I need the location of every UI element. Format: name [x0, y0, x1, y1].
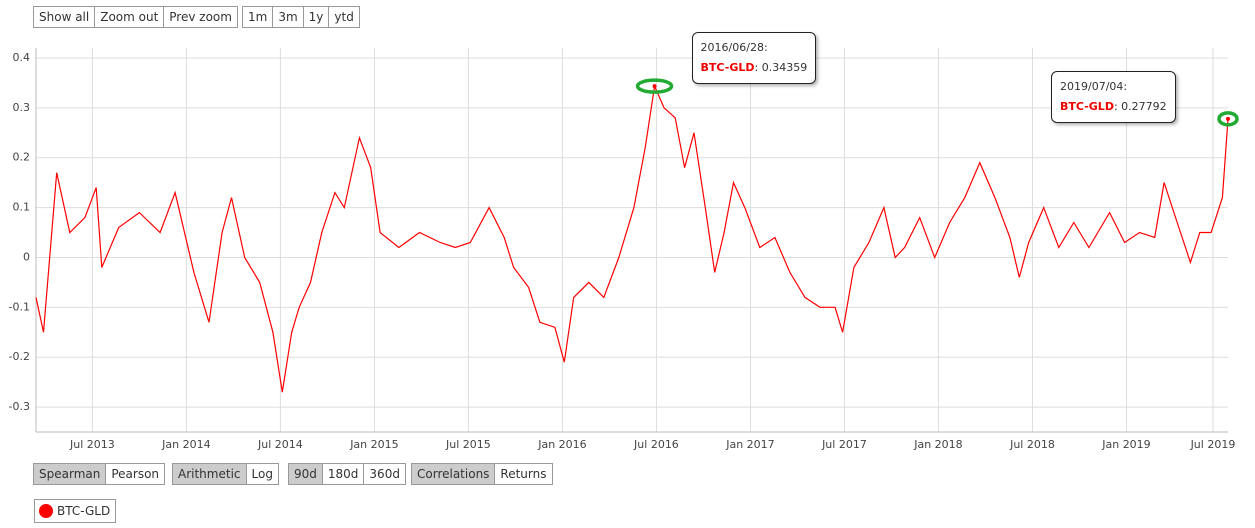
- point: [652, 84, 657, 89]
- button-group: 1m 3m 1y ytd: [242, 6, 360, 28]
- y-tick-label: 0.3: [13, 101, 31, 114]
- toggle-button[interactable]: 180d: [321, 463, 365, 485]
- legend-label: BTC-GLD: [57, 504, 111, 518]
- tooltip-date: 2016/06/28:: [700, 41, 768, 55]
- series-line: [35, 83, 1229, 393]
- y-tick-label: 0.2: [13, 151, 31, 164]
- button[interactable]: Zoom out: [94, 6, 165, 28]
- x-tick-label: Jul 2013: [69, 438, 115, 451]
- button[interactable]: ytd: [328, 6, 360, 28]
- x-tick-label: Jan 2018: [913, 438, 962, 451]
- tooltip-row: BTC-GLD0.34359: [701, 58, 808, 78]
- toggle-button[interactable]: 360d: [363, 463, 406, 485]
- tooltip-value: 0.27792: [1114, 100, 1167, 113]
- highlight-marker: [1217, 111, 1239, 127]
- toggle-button[interactable]: Pearson: [105, 463, 166, 485]
- x-tick-label: Jul 2019: [1190, 438, 1236, 451]
- button[interactable]: Prev zoom: [163, 6, 238, 28]
- highlight-marker: [635, 78, 674, 94]
- x-tick-label: Jan 2016: [537, 438, 586, 451]
- button[interactable]: 1m: [242, 6, 274, 28]
- y-tick-label: 0.4: [13, 51, 31, 64]
- tooltip-value: 0.34359: [755, 61, 808, 74]
- x-tick-label: Jul 2018: [1009, 438, 1055, 451]
- toggle-button[interactable]: Spearman: [33, 463, 107, 485]
- point: [1226, 116, 1230, 121]
- tooltip: 2016/06/28: BTC-GLD0.34359: [691, 32, 817, 85]
- toggle-button[interactable]: Correlations: [411, 463, 496, 485]
- button-group: Arithmetic Log: [172, 463, 279, 485]
- legend-dot: [39, 504, 53, 518]
- y-tick-label: -0.3: [9, 400, 30, 413]
- x-tick-label: Jan 2014: [161, 438, 210, 451]
- toggle-button[interactable]: 90d: [288, 463, 323, 485]
- toggle-button[interactable]: Arithmetic: [172, 463, 247, 485]
- tooltip-series: BTC-GLD: [700, 61, 755, 75]
- button-group: Correlations Returns: [411, 463, 553, 485]
- x-tick-label: Jul 2017: [821, 438, 867, 451]
- x-tick-label: Jul 2015: [445, 438, 491, 451]
- y-tick-label: 0.1: [13, 201, 31, 214]
- x-tick-label: Jan 2015: [349, 438, 398, 451]
- button[interactable]: 3m: [272, 6, 304, 28]
- legend[interactable]: BTC-GLD: [34, 499, 117, 523]
- tooltip-series: BTC-GLD: [1060, 99, 1114, 113]
- y-tick-label: -0.2: [9, 350, 30, 363]
- y-tick-label: 0: [23, 250, 30, 263]
- x-tick-label: Jan 2017: [725, 438, 774, 451]
- tooltip: 2019/07/04: BTC-GLD0.27792: [1051, 70, 1176, 123]
- toggle-button[interactable]: Log: [245, 463, 279, 485]
- x-tick-label: Jan 2019: [1101, 438, 1150, 451]
- x-tick-label: Jul 2014: [257, 438, 303, 451]
- tooltip-date: 2019/07/04:: [1060, 79, 1128, 93]
- tooltip-row: BTC-GLD0.27792: [1060, 97, 1167, 117]
- y-tick-label: -0.1: [9, 300, 30, 313]
- button[interactable]: 1y: [302, 6, 330, 28]
- button-group: 90d 180d 360d: [288, 463, 406, 485]
- button-group: Show all Zoom out Prev zoom: [33, 6, 238, 28]
- button-group: Spearman Pearson: [33, 463, 166, 485]
- x-tick-label: Jul 2016: [633, 438, 679, 451]
- toggle-button[interactable]: Returns: [494, 463, 553, 485]
- button[interactable]: Show all: [33, 6, 96, 28]
